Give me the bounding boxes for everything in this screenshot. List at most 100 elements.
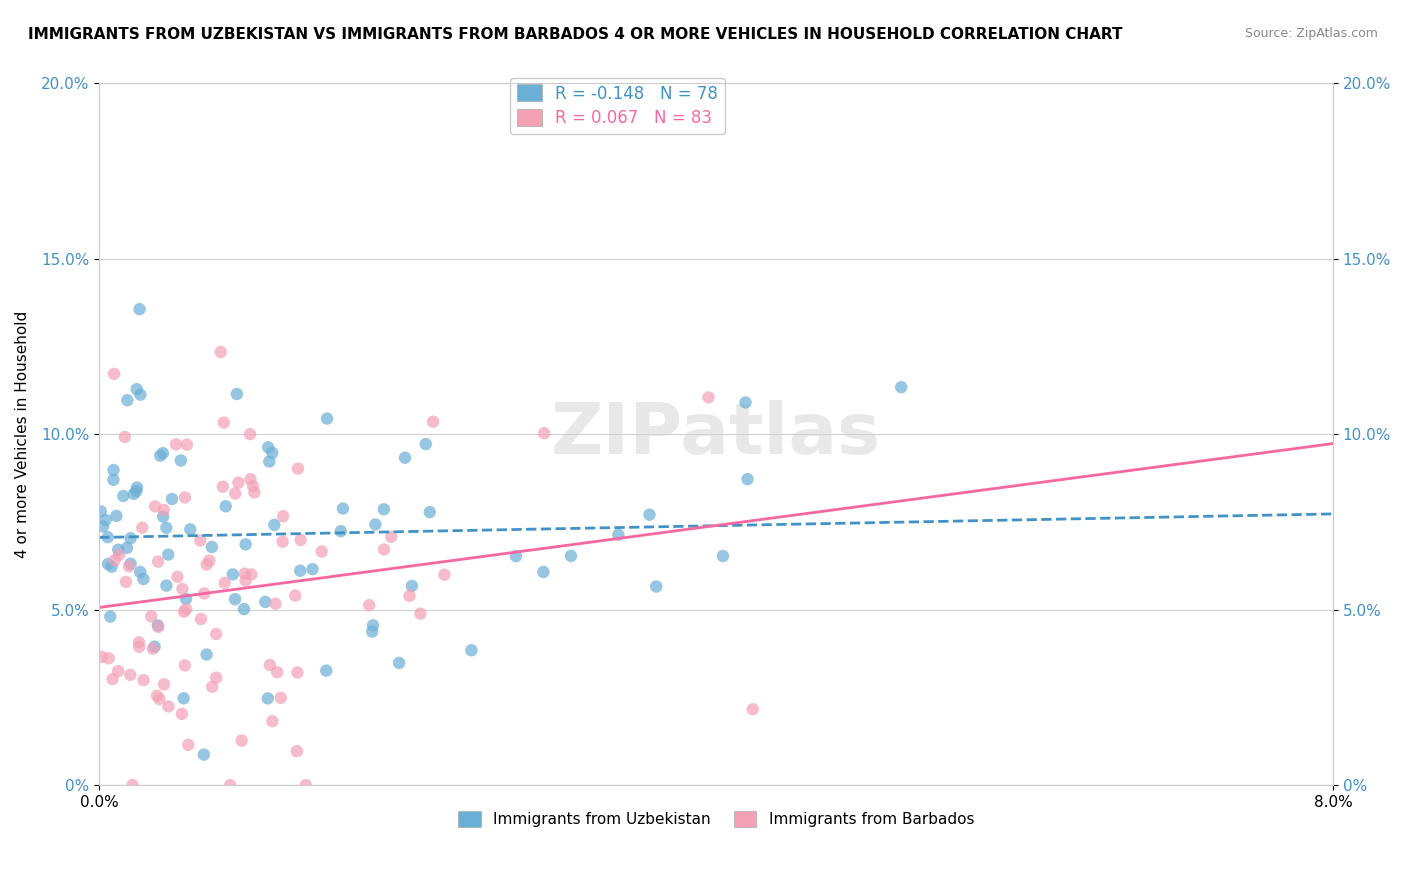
Text: IMMIGRANTS FROM UZBEKISTAN VS IMMIGRANTS FROM BARBADOS 4 OR MORE VEHICLES IN HOU: IMMIGRANTS FROM UZBEKISTAN VS IMMIGRANTS…	[28, 27, 1122, 42]
Point	[172, 582, 194, 596]
Point	[103, 463, 125, 477]
Point	[697, 390, 720, 404]
Point	[380, 530, 402, 544]
Point	[153, 677, 176, 691]
Point	[97, 651, 120, 665]
Point	[233, 566, 256, 581]
Point	[90, 649, 112, 664]
Point	[100, 559, 122, 574]
Point	[266, 665, 288, 680]
Point	[287, 665, 309, 680]
Point	[235, 574, 257, 588]
Point	[173, 691, 195, 706]
Point	[231, 733, 253, 747]
Point	[285, 744, 308, 758]
Point	[205, 627, 228, 641]
Point	[388, 656, 411, 670]
Point	[170, 706, 193, 721]
Point	[212, 416, 235, 430]
Point	[422, 415, 444, 429]
Point	[90, 504, 112, 518]
Text: ZIPatlas: ZIPatlas	[551, 400, 882, 469]
Point	[329, 524, 352, 539]
Point	[173, 605, 195, 619]
Point	[645, 580, 668, 594]
Point	[233, 602, 256, 616]
Point	[146, 618, 169, 632]
Point	[125, 382, 148, 396]
Point	[243, 485, 266, 500]
Point	[120, 557, 142, 571]
Point	[364, 517, 387, 532]
Point	[120, 668, 142, 682]
Point	[505, 549, 527, 563]
Point	[254, 595, 277, 609]
Y-axis label: 4 or more Vehicles in Household: 4 or more Vehicles in Household	[15, 310, 30, 558]
Point	[143, 500, 166, 514]
Point	[398, 589, 420, 603]
Point	[242, 479, 264, 493]
Point	[94, 513, 117, 527]
Point	[311, 544, 333, 558]
Point	[179, 523, 201, 537]
Point	[271, 534, 294, 549]
Point	[373, 502, 395, 516]
Point	[259, 658, 281, 673]
Point	[142, 641, 165, 656]
Point	[315, 664, 337, 678]
Point	[105, 508, 128, 523]
Point	[128, 302, 150, 317]
Point	[98, 609, 121, 624]
Point	[122, 487, 145, 501]
Point	[153, 503, 176, 517]
Point	[361, 618, 384, 632]
Point	[737, 472, 759, 486]
Point	[108, 548, 131, 562]
Point	[174, 491, 197, 505]
Point	[211, 480, 233, 494]
Point	[115, 574, 138, 589]
Point	[409, 607, 432, 621]
Point	[128, 640, 150, 654]
Point	[141, 609, 163, 624]
Point	[531, 565, 554, 579]
Point	[112, 489, 135, 503]
Point	[225, 387, 247, 401]
Point	[165, 437, 187, 451]
Point	[228, 475, 250, 490]
Point	[301, 562, 323, 576]
Point	[107, 542, 129, 557]
Point	[157, 548, 180, 562]
Point	[107, 664, 129, 678]
Point	[359, 598, 381, 612]
Point	[214, 575, 236, 590]
Point	[195, 558, 218, 572]
Point	[240, 567, 263, 582]
Point	[155, 579, 177, 593]
Point	[235, 537, 257, 551]
Point	[121, 778, 143, 792]
Point	[166, 570, 188, 584]
Point	[607, 527, 630, 541]
Point	[201, 680, 224, 694]
Point	[316, 411, 339, 425]
Point	[148, 620, 170, 634]
Point	[188, 533, 211, 548]
Point	[125, 481, 148, 495]
Point	[215, 500, 238, 514]
Point	[193, 747, 215, 762]
Point	[146, 689, 169, 703]
Point	[170, 453, 193, 467]
Point	[224, 592, 246, 607]
Point	[177, 738, 200, 752]
Point	[120, 531, 142, 545]
Point	[560, 549, 582, 563]
Point	[294, 778, 316, 792]
Point	[734, 395, 756, 409]
Point	[115, 541, 138, 555]
Point	[415, 437, 437, 451]
Point	[118, 559, 141, 574]
Point	[195, 648, 218, 662]
Point	[361, 624, 384, 639]
Point	[176, 438, 198, 452]
